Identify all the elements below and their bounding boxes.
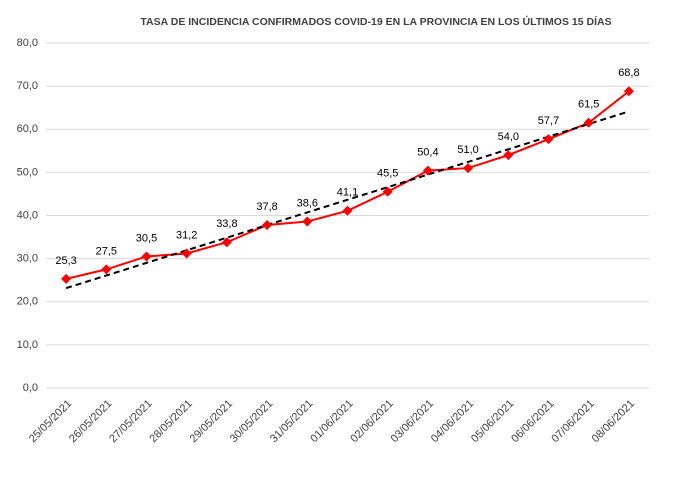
data-label: 68,8 [618,67,639,79]
data-label: 54,0 [498,131,519,143]
data-label: 27,5 [96,245,117,257]
data-point [141,251,152,262]
y-tick-label: 20,0 [17,296,38,308]
data-point [342,205,353,216]
data-point [101,264,112,275]
trendline [65,110,630,290]
y-tick-label: 50,0 [17,166,38,178]
data-label: 50,4 [417,147,438,159]
data-point [382,186,393,197]
data-label: 41,1 [337,187,358,199]
y-tick-label: 10,0 [17,339,38,351]
data-point [543,134,554,145]
data-point [262,219,273,230]
data-point [583,117,594,128]
data-label: 61,5 [578,99,599,111]
data-point [463,163,474,174]
chart-title: TASA DE INCIDENCIA CONFIRMADOS COVID-19 … [140,15,611,28]
y-tick-label: 70,0 [17,80,38,92]
data-label: 45,5 [377,168,398,180]
data-label: 25,3 [55,255,76,267]
data-label: 30,5 [136,232,157,244]
data-point [302,216,313,227]
data-point [422,165,433,176]
y-tick-label: 60,0 [17,123,38,135]
data-label: 51,0 [457,144,478,156]
data-point [503,150,514,161]
data-label: 38,6 [297,197,318,209]
data-label: 31,2 [176,229,197,241]
y-tick-label: 0,0 [23,382,38,394]
y-tick-label: 30,0 [17,253,38,265]
data-point [221,237,232,248]
data-point [181,248,192,259]
x-tick-label: 08/06/2021 [590,398,637,445]
data-label: 37,8 [256,201,277,213]
data-label: 33,8 [216,218,237,230]
data-point [623,86,634,97]
data-label: 57,7 [538,115,559,127]
data-point [61,273,72,284]
y-tick-label: 80,0 [17,37,38,49]
y-tick-label: 40,0 [17,209,38,221]
